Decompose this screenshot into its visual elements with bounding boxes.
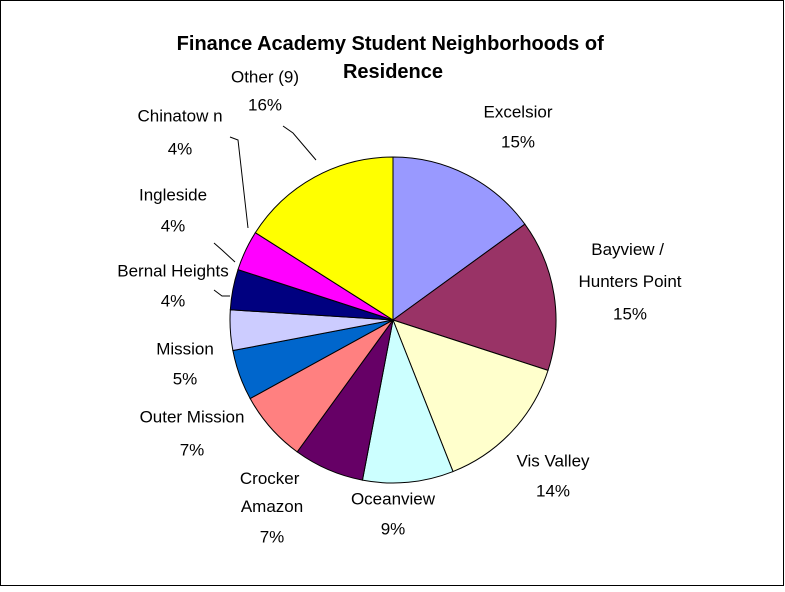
slice-label: Other (9)	[231, 67, 299, 86]
slice-label: Bernal Heights	[117, 261, 229, 280]
value-label: 4%	[161, 291, 186, 310]
value-label: 4%	[161, 216, 186, 235]
value-label: 7%	[260, 527, 285, 546]
value-label: 16%	[248, 95, 282, 114]
value-label: 14%	[536, 481, 570, 500]
slice-label: Excelsior	[484, 102, 553, 121]
pie-slice	[391, 223, 557, 372]
leader-line	[282, 125, 317, 161]
slice-label: Vis Valley	[516, 451, 590, 470]
pie-slice	[254, 156, 394, 321]
leader-line	[213, 289, 230, 297]
value-label: 15%	[613, 304, 647, 323]
slice-label: Oceanview	[351, 489, 436, 508]
slice-label: Chinatow n	[137, 106, 222, 125]
slice-label: Bayview / Hunters Point	[579, 240, 682, 291]
value-label: 7%	[180, 440, 205, 459]
leader-line	[213, 242, 236, 263]
pie-slice	[361, 318, 454, 484]
leader-line	[229, 136, 249, 229]
value-label: 9%	[381, 519, 406, 538]
slice-label: Ingleside	[139, 185, 207, 204]
pie-slice	[392, 156, 526, 321]
slice-label: Outer Mission	[140, 407, 245, 426]
slice-label: Mission	[156, 339, 214, 358]
chart-title: Finance Academy Student Neighborhoods of…	[177, 33, 610, 83]
value-label: 15%	[501, 132, 535, 151]
slice-label: Crocker Amazon	[240, 469, 304, 516]
value-label: 4%	[168, 139, 193, 158]
value-label: 5%	[173, 369, 198, 388]
pie-slice	[392, 319, 549, 473]
